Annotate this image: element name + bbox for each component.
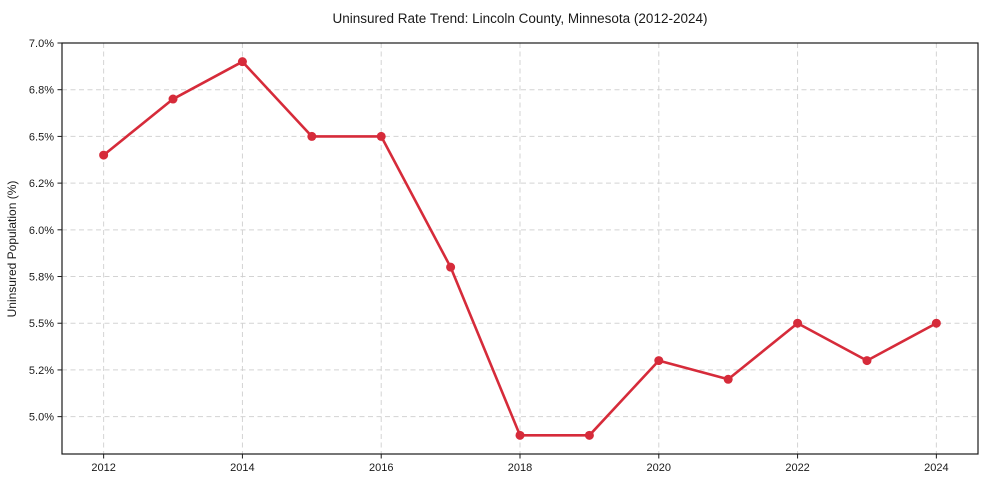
- y-tick-label: 5.8%: [29, 272, 54, 284]
- chart-title: Uninsured Rate Trend: Lincoln County, Mi…: [333, 11, 708, 26]
- x-tick-label: 2024: [924, 462, 948, 474]
- data-point-2019: [584, 430, 594, 440]
- y-axis-label: Uninsured Population (%): [5, 181, 19, 318]
- x-tick-label: 2014: [230, 462, 254, 474]
- data-point-2016: [376, 131, 386, 141]
- data-point-2022: [793, 318, 803, 328]
- x-tick-label: 2018: [508, 462, 532, 474]
- y-tick-label: 7.0%: [29, 38, 54, 50]
- data-point-2017: [446, 262, 456, 272]
- y-tick-label: 5.5%: [29, 318, 54, 330]
- y-tick-label: 6.0%: [29, 225, 54, 237]
- x-tick-label: 2022: [785, 462, 809, 474]
- data-point-2021: [723, 374, 733, 384]
- x-tick-label: 2012: [91, 462, 115, 474]
- y-tick-label: 5.0%: [29, 412, 54, 424]
- data-point-2015: [307, 131, 317, 141]
- data-point-2024: [931, 318, 941, 328]
- data-point-2023: [862, 356, 872, 366]
- y-tick-label: 5.2%: [29, 365, 54, 377]
- y-tick-label: 6.5%: [29, 131, 54, 143]
- y-tick-label: 6.2%: [29, 178, 54, 190]
- data-point-2014: [237, 57, 247, 67]
- plot-contents: 2012 2014 2016 2018 2020 2022 2024 5.0% 5.2% 5.5%…: [29, 38, 979, 474]
- y-tick-label: 6.8%: [29, 85, 54, 97]
- data-point-2020: [654, 356, 664, 366]
- data-point-2012: [99, 150, 109, 160]
- data-point-2013: [168, 94, 178, 104]
- data-point-2018: [515, 430, 525, 440]
- x-tick-label: 2020: [647, 462, 671, 474]
- x-tick-label: 2016: [369, 462, 393, 474]
